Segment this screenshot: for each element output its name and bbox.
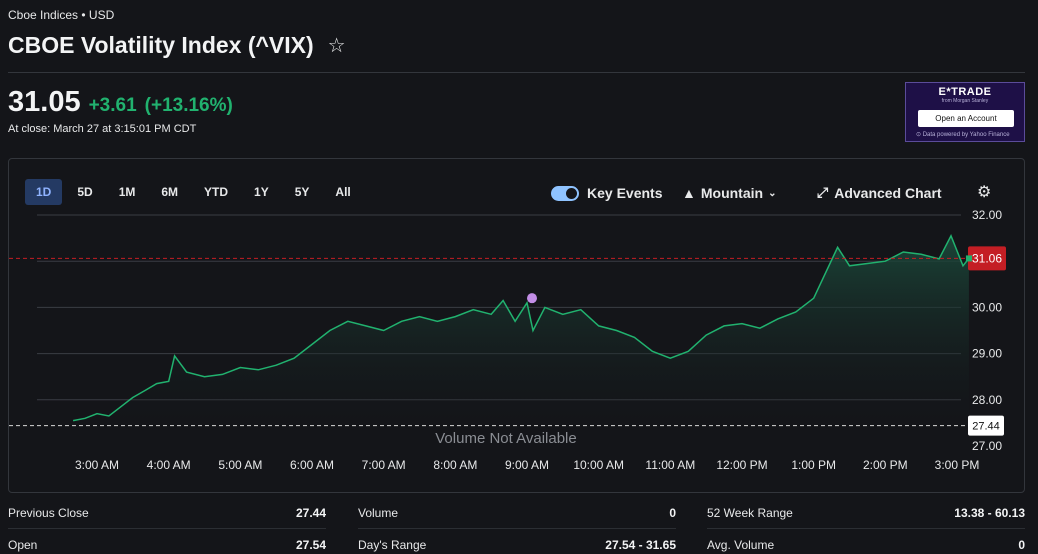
open-account-button[interactable]: Open an Account	[918, 110, 1014, 127]
y-tick-label: 30.00	[972, 300, 1002, 314]
key-events-label: Key Events	[587, 185, 663, 201]
advanced-chart-button[interactable]: ⤢ Advanced Chart	[817, 184, 942, 201]
stat-label: Avg. Volume	[707, 538, 775, 552]
close-timestamp: At close: March 27 at 3:15:01 PM CDT	[8, 123, 197, 135]
y-tick-label: 27.00	[972, 439, 1002, 453]
stat-value: 27.44	[295, 506, 326, 520]
etrade-ad[interactable]: E*TRADE from Morgan Stanley Open an Acco…	[905, 82, 1025, 142]
expand-arrows-icon: ⤢	[817, 184, 829, 200]
price-change: +3.61	[88, 95, 137, 116]
ad-footer: ⊙ Data powered by Yahoo Finance	[916, 132, 1010, 138]
stat-row: Open 27.54	[8, 538, 326, 552]
chart-card: 1D 5D 1M 6M YTD 1Y 5Y All Key Events ▲ Mountain…	[8, 158, 1025, 493]
previous-close-tag	[968, 415, 1004, 436]
previous-close-label: 27.44	[972, 421, 1000, 433]
breadcrumb: Cboe Indices • USD	[8, 8, 115, 22]
stat-row: Volume 0	[358, 506, 676, 520]
range-button-5y[interactable]: 5Y	[294, 185, 310, 199]
x-tick-label: 10:00 AM	[573, 458, 624, 472]
price-line	[72, 233, 970, 422]
key-event-marker	[527, 293, 537, 304]
gear-icon[interactable]: ⚙	[977, 184, 992, 201]
x-tick-label: 1:00 PM	[791, 458, 836, 472]
current-price-tag	[968, 246, 1006, 271]
x-tick-label: 3:00 AM	[75, 458, 119, 472]
chart-type-dropdown[interactable]: ▲ Mountain ⌄	[682, 185, 776, 201]
stat-label: Open	[8, 538, 38, 552]
stat-label: 52 Week Range	[707, 506, 793, 520]
x-tick-label: 8:00 AM	[433, 458, 477, 472]
x-tick-label: 9:00 AM	[505, 458, 549, 472]
x-tick-label: 6:00 AM	[290, 458, 334, 472]
price-area	[73, 235, 969, 426]
volume-not-available: Volume Not Available	[435, 430, 576, 447]
key-events-control[interactable]: Key Events	[551, 185, 662, 201]
stat-value: 27.54 - 31.65	[605, 538, 676, 552]
x-tick-label: 2:00 PM	[863, 458, 908, 472]
page-title: CBOE Volatility Index (^VIX)	[8, 32, 314, 58]
mountain-icon: ▲	[682, 185, 696, 201]
header-divider	[8, 72, 1025, 73]
last-price-marker	[965, 255, 972, 262]
stat-value: 0	[1018, 538, 1025, 552]
ad-subtitle: from Morgan Stanley	[941, 98, 989, 104]
stat-value: 13.38 - 60.13	[954, 506, 1025, 520]
stat-divider	[358, 528, 676, 529]
stat-row: Day's Range 27.54 - 31.65	[358, 538, 676, 552]
x-tick-label: 11:00 AM	[645, 458, 695, 472]
stat-label: Day's Range	[358, 538, 427, 552]
stat-value: 27.54	[295, 538, 326, 552]
star-icon[interactable]: ☆	[327, 34, 346, 57]
range-toolbar: 1D 5D 1M 6M YTD 1Y 5Y All	[25, 179, 362, 205]
range-button-5d[interactable]: 5D	[77, 185, 93, 199]
stat-label: Previous Close	[8, 506, 89, 520]
stat-row: 52 Week Range 13.38 - 60.13	[707, 506, 1025, 520]
y-tick-label: 28.00	[972, 393, 1002, 407]
advanced-chart-label: Advanced Chart	[834, 184, 942, 201]
range-button-ytd[interactable]: YTD	[204, 185, 229, 199]
ad-footer-text: Data powered by Yahoo Finance	[922, 132, 1010, 138]
stat-row: Avg. Volume 0	[707, 538, 1025, 552]
x-tick-label: 7:00 AM	[362, 458, 406, 472]
x-tick-label: 12:00 PM	[716, 458, 767, 472]
price-row: 31.05 +3.61 (+13.16%)	[8, 86, 233, 119]
range-button-6m[interactable]: 6M	[161, 185, 179, 199]
range-button-all[interactable]: All	[335, 185, 351, 199]
current-price: 31.05	[8, 86, 81, 118]
stat-label: Volume	[358, 506, 399, 520]
x-tick-label: 4:00 AM	[147, 458, 191, 472]
key-events-toggle[interactable]	[551, 185, 579, 201]
title-row: CBOE Volatility Index (^VIX) ☆	[8, 32, 346, 59]
range-button-1m[interactable]: 1M	[118, 185, 136, 199]
stat-divider	[707, 528, 1025, 529]
y-tick-label: 32.00	[972, 208, 1002, 222]
stat-row: Previous Close 27.44	[8, 506, 326, 520]
range-button-1d[interactable]: 1D	[25, 179, 63, 205]
chevron-down-icon: ⌄	[768, 187, 777, 199]
price-change-percent: (+13.16%)	[144, 95, 233, 116]
price-chart[interactable]: 32.0031.0030.0029.0028.0027.0027.4431.06…	[9, 159, 1026, 494]
y-tick-label: 29.00	[972, 347, 1002, 361]
stat-value: 0	[669, 506, 676, 520]
x-tick-label: 3:00 PM	[935, 458, 980, 472]
range-button-1y[interactable]: 1Y	[254, 185, 269, 199]
chart-type-label: Mountain	[700, 185, 764, 201]
stat-divider	[8, 528, 326, 529]
x-tick-label: 5:00 AM	[218, 458, 262, 472]
etrade-logo: E*TRADE	[938, 86, 992, 98]
current-price-label: 31.06	[972, 251, 1002, 265]
